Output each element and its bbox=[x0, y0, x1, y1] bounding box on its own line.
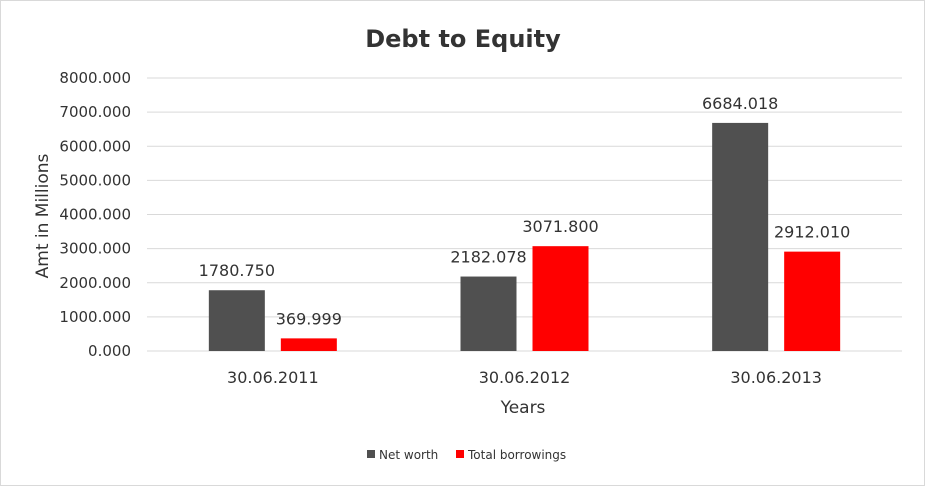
bar-total-borrowings bbox=[784, 251, 841, 351]
x-tick-label: 30.06.2011 bbox=[227, 368, 319, 387]
x-axis-label: Years bbox=[500, 398, 546, 418]
data-label: 2182.078 bbox=[450, 248, 526, 267]
y-tick-label: 0.000 bbox=[88, 342, 131, 360]
data-label: 369.999 bbox=[276, 309, 342, 328]
y-axis-label: Amt in Millions bbox=[33, 153, 53, 278]
data-label: 6684.018 bbox=[702, 94, 778, 113]
data-labels: 1780.750 369.999 2182.078 3071.800 6684.018 2… bbox=[199, 94, 851, 328]
bar-net-worth bbox=[712, 122, 769, 351]
y-tick-label: 7000.000 bbox=[59, 103, 131, 121]
bar-total-borrowings bbox=[280, 338, 337, 351]
legend-swatch bbox=[367, 450, 375, 458]
data-label: 1780.750 bbox=[199, 261, 275, 280]
x-axis-ticks: 30.06.2011 30.06.2012 30.06.2013 bbox=[227, 368, 822, 387]
y-tick-label: 6000.000 bbox=[59, 137, 131, 155]
y-tick-label: 8000.000 bbox=[59, 69, 131, 87]
data-label: 3071.800 bbox=[522, 217, 598, 236]
legend-swatch bbox=[456, 450, 464, 458]
legend-label: Total borrowings bbox=[467, 448, 566, 462]
legend-label: Net worth bbox=[379, 448, 438, 462]
chart-title: Debt to Equity bbox=[365, 25, 561, 53]
legend: Net worth Total borrowings bbox=[367, 448, 566, 462]
gridlines bbox=[147, 77, 902, 352]
bar-net-worth bbox=[460, 276, 517, 351]
x-tick-label: 30.06.2012 bbox=[479, 368, 571, 387]
y-tick-label: 2000.000 bbox=[59, 274, 131, 292]
bar-net-worth bbox=[208, 290, 265, 351]
y-axis-ticks: 0.000 1000.000 2000.000 3000.000 4000.000 500… bbox=[59, 69, 131, 360]
y-tick-label: 1000.000 bbox=[59, 308, 131, 326]
y-tick-label: 3000.000 bbox=[59, 240, 131, 258]
bar-total-borrowings bbox=[532, 246, 589, 351]
y-tick-label: 4000.000 bbox=[59, 206, 131, 224]
data-label: 2912.010 bbox=[774, 223, 850, 242]
bars bbox=[208, 122, 841, 351]
x-tick-label: 30.06.2013 bbox=[730, 368, 822, 387]
y-tick-label: 5000.000 bbox=[59, 171, 131, 189]
